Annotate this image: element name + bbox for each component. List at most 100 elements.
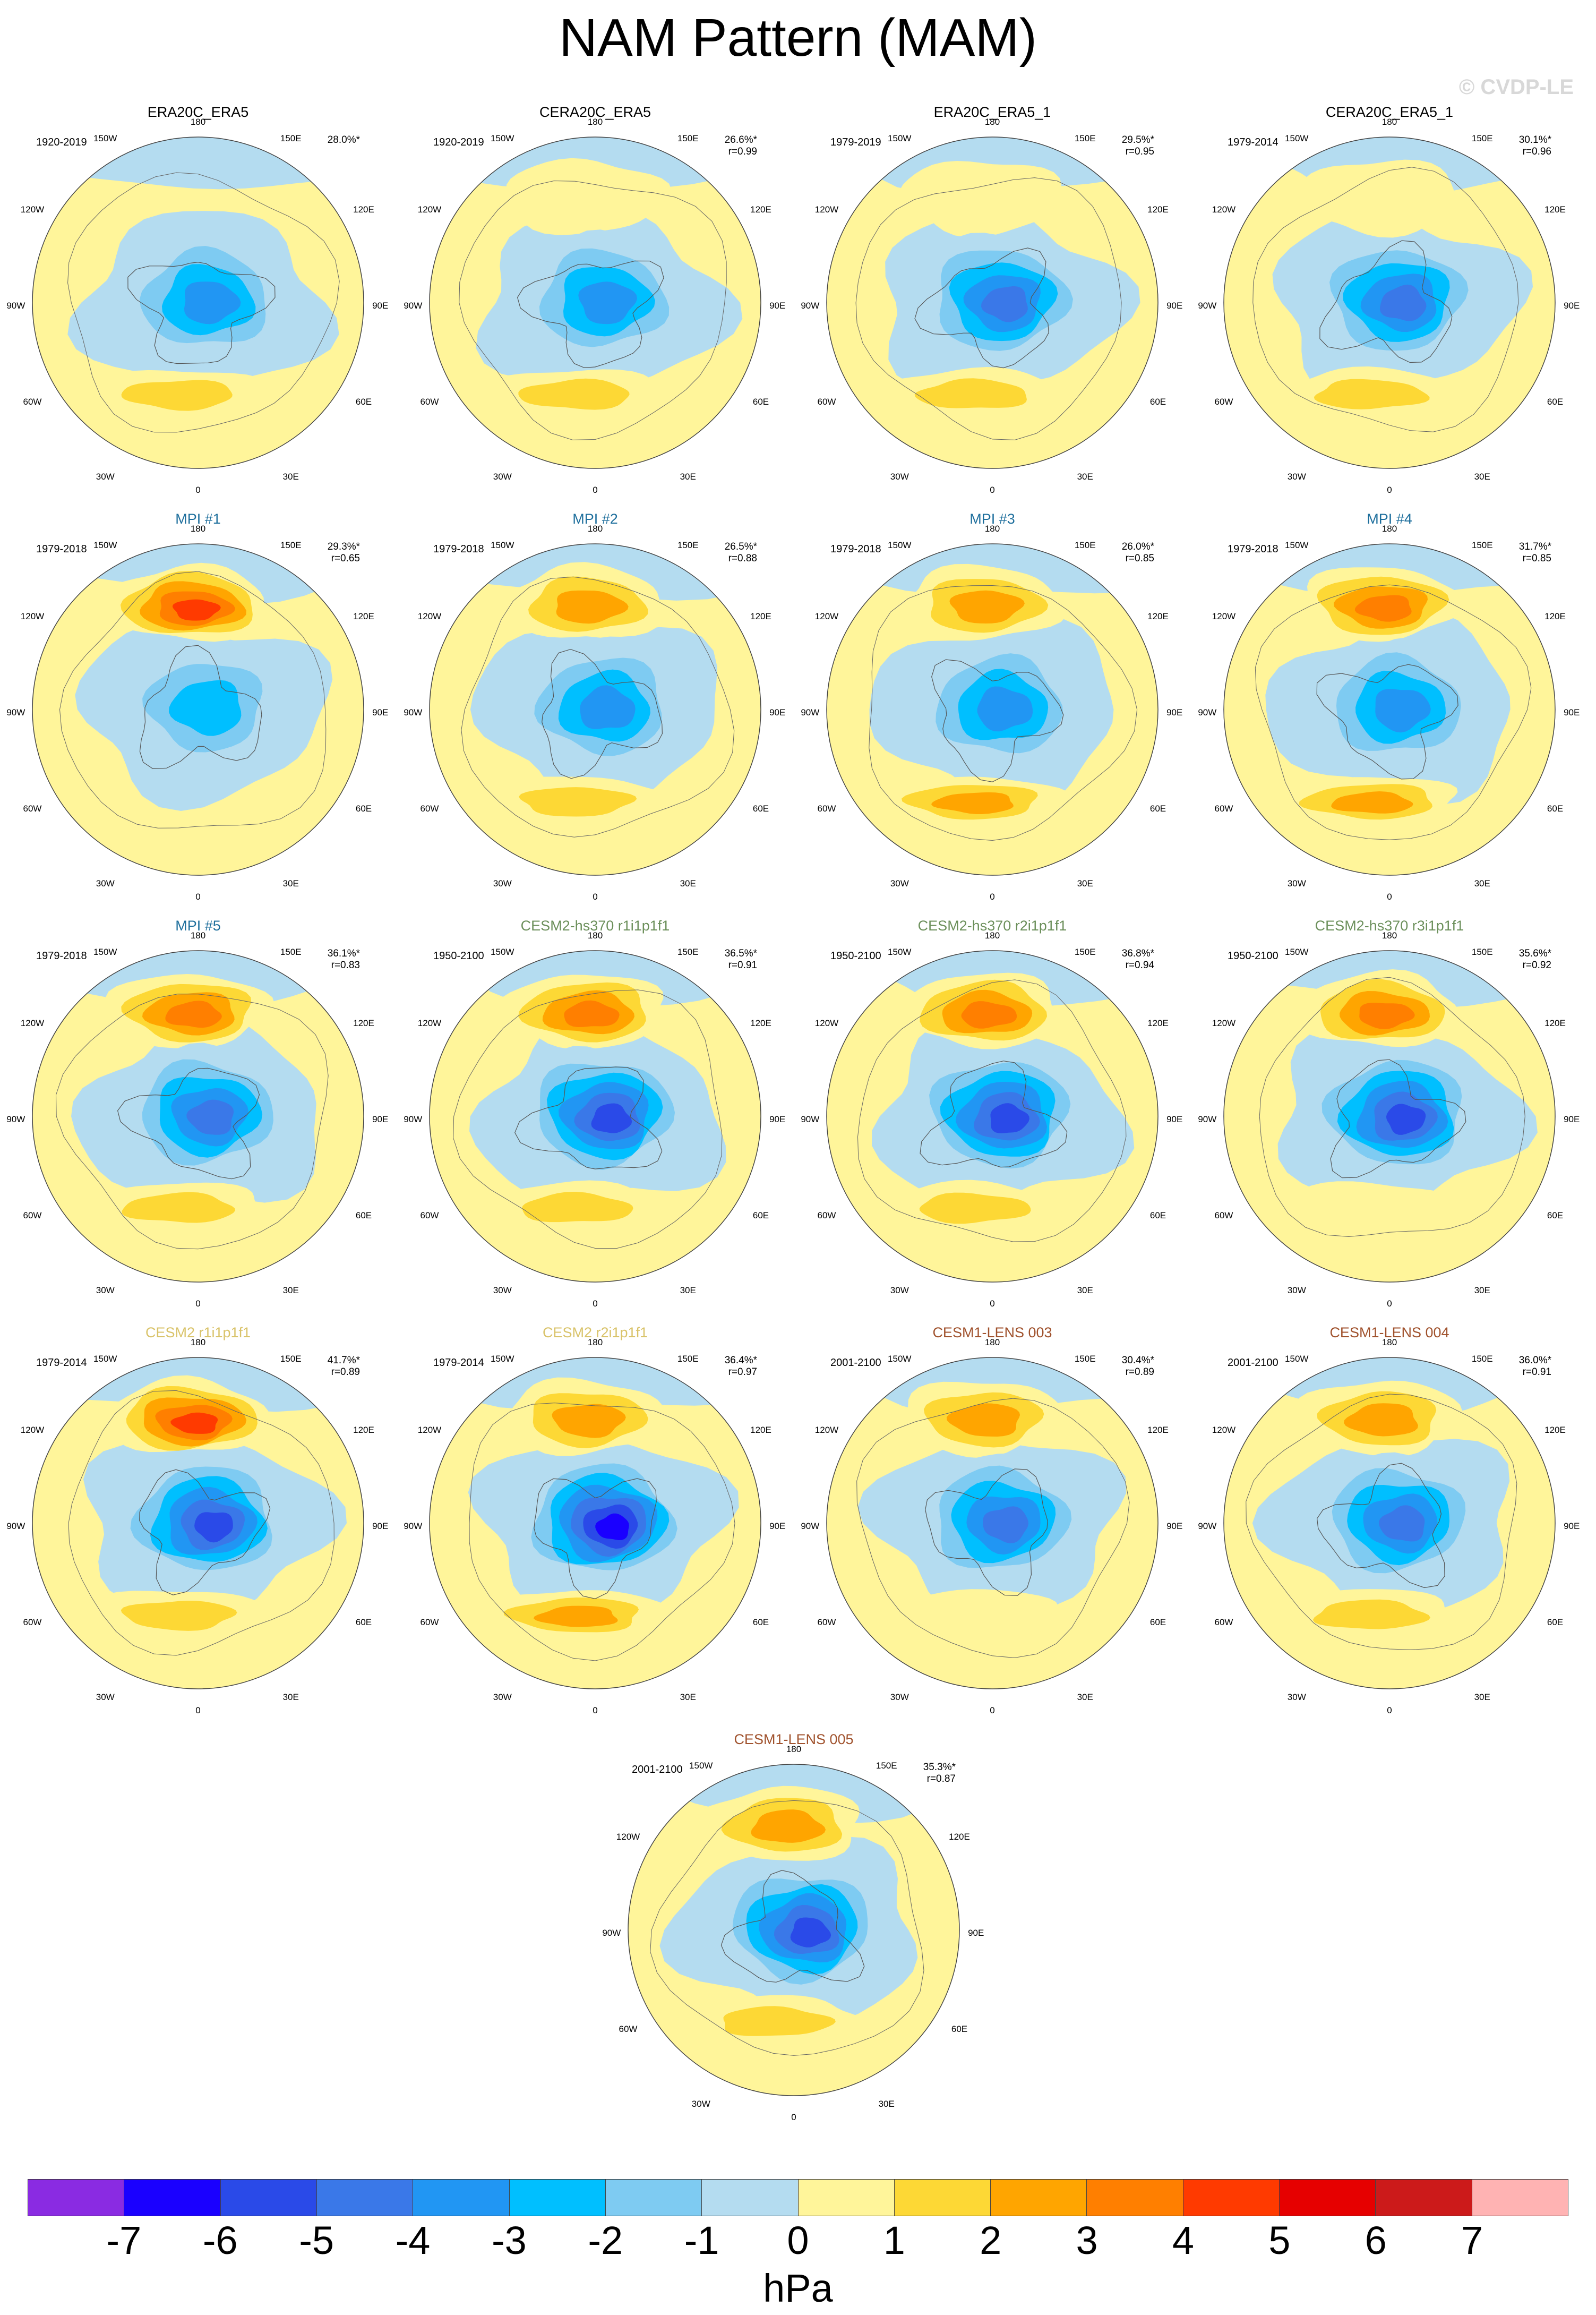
longitude-label: 60W — [23, 1210, 42, 1221]
polar-map — [826, 1357, 1159, 1689]
coastline — [534, 1478, 657, 1600]
longitude-label: 150W — [689, 1761, 713, 1771]
explained-variance: 36.0%* — [1518, 1355, 1551, 1366]
longitude-label: 180 — [587, 523, 603, 534]
longitude-label: 120E — [353, 1018, 374, 1029]
panel-stats: 26.0%* r=0.85 — [1122, 541, 1154, 565]
polar-map — [429, 950, 761, 1283]
longitude-label: 150W — [888, 947, 912, 958]
explained-variance: 35.3%* — [923, 1762, 956, 1773]
longitude-label: 150E — [677, 1354, 699, 1364]
longitude-label: 30W — [890, 1285, 909, 1295]
longitude-label: 30E — [282, 471, 299, 482]
coastline — [453, 989, 723, 1249]
panel-title: CERA20C_ERA5_1 — [1325, 104, 1454, 120]
longitude-label: 120E — [750, 1018, 771, 1029]
polar-map — [32, 1357, 364, 1689]
negative-anomaly-region — [1224, 951, 1555, 1009]
longitude-label: 120W — [1212, 204, 1236, 215]
longitude-label: 90E — [372, 707, 389, 718]
polar-low-contour — [194, 1512, 233, 1543]
longitude-label: 180 — [190, 1337, 206, 1347]
atlantic-high-contour — [1314, 379, 1430, 409]
atlantic-high-contour — [723, 2006, 836, 2036]
longitude-label: 120E — [1147, 204, 1169, 215]
coastline — [1316, 664, 1458, 780]
polar-map — [429, 136, 761, 469]
watermark: © CVDP-LE — [1458, 75, 1574, 99]
polar-low-contour — [790, 1917, 831, 1947]
map-boundary — [429, 1357, 761, 1689]
atlantic-high-contour — [1312, 1599, 1431, 1629]
pattern-correlation: r=0.83 — [331, 960, 360, 971]
coastline — [68, 1390, 334, 1656]
longitude-label: 120E — [1147, 1425, 1169, 1436]
longitude-label: 0 — [195, 891, 201, 902]
colorbar-swatch — [220, 2180, 317, 2216]
longitude-label: 120W — [20, 204, 45, 215]
map-panel: MPI #2 1979-2018 26.5%* r=0.88 180 150W 150E 12… — [404, 510, 785, 914]
longitude-label: 0 — [195, 1705, 201, 1715]
longitude-label: 0 — [791, 2112, 796, 2122]
longitude-label: 30E — [1474, 878, 1490, 889]
explained-variance: 30.1%* — [1518, 134, 1551, 146]
longitude-label: 60W — [817, 1210, 836, 1221]
panel-title: ERA20C_ERA5_1 — [933, 104, 1051, 120]
panel-period: 1979-2014 — [1228, 136, 1278, 148]
longitude-label: 150W — [491, 947, 514, 958]
panel-title: MPI #5 — [175, 918, 221, 934]
longitude-label: 120W — [20, 1018, 45, 1029]
explained-variance: 41.7%* — [327, 1355, 360, 1366]
panel-period: 1979-2018 — [433, 543, 484, 555]
longitude-label: 60E — [1149, 1617, 1166, 1628]
longitude-label: 150W — [1285, 540, 1309, 551]
atlantic-high-contour — [519, 787, 637, 817]
coastline — [1252, 167, 1519, 432]
coastline — [1255, 584, 1532, 840]
longitude-label: 150W — [888, 1354, 912, 1364]
longitude-label: 150E — [280, 540, 302, 551]
longitude-label: 180 — [1382, 1337, 1397, 1347]
map-boundary — [826, 950, 1159, 1283]
explained-variance: 35.6%* — [1518, 948, 1551, 959]
atlantic-high-contour — [122, 1192, 236, 1223]
longitude-label: 150W — [1285, 133, 1309, 144]
panel-title: CESM2-hs370 r1i1p1f1 — [520, 918, 670, 934]
longitude-label: 30E — [1474, 1692, 1490, 1702]
longitude-label: 90W — [801, 301, 820, 311]
map-panel: CESM2 r1i1p1f1 1979-2014 41.7%* r=0.89 180 15… — [6, 1324, 388, 1728]
map-panel: CERA20C_ERA5_1 1979-2014 30.1%* r=0.96 180 15… — [1198, 104, 1580, 507]
longitude-label: 30W — [96, 878, 115, 889]
longitude-label: 0 — [1387, 1705, 1392, 1715]
pacific-high-contour — [165, 1001, 222, 1028]
longitude-label: 120E — [353, 1425, 374, 1436]
map-boundary — [32, 1357, 364, 1689]
coastline — [459, 180, 727, 440]
panel-stats: 35.6%* r=0.92 — [1519, 948, 1551, 971]
map-boundary — [1223, 543, 1556, 876]
longitude-label: 150E — [1074, 947, 1096, 958]
polar-map — [826, 543, 1159, 876]
longitude-label: 120E — [1147, 1018, 1169, 1029]
panel-title: CERA20C_ERA5 — [539, 104, 651, 120]
longitude-label: 60E — [1547, 804, 1564, 814]
longitude-label: 30W — [96, 471, 115, 482]
longitude-label: 30W — [493, 471, 512, 482]
panel-title: ERA20C_ERA5 — [147, 104, 249, 120]
coastline — [514, 1066, 663, 1169]
panel-title: CESM1-LENS 003 — [932, 1325, 1052, 1340]
coastline — [857, 979, 1127, 1242]
panel-stats: 36.5%* r=0.91 — [725, 948, 757, 971]
longitude-label: 60E — [1149, 1210, 1166, 1221]
coastline — [1330, 1059, 1466, 1178]
longitude-label: 120W — [814, 204, 839, 215]
longitude-label: 150W — [93, 947, 117, 958]
longitude-label: 30E — [1077, 471, 1093, 482]
pacific-high-contour — [949, 590, 1025, 623]
map-panel: CESM2-hs370 r1i1p1f1 1950-2100 36.5%* r=0.9… — [404, 917, 785, 1321]
colorbar-swatch — [509, 2180, 606, 2216]
longitude-label: 120W — [814, 1425, 839, 1436]
coastline — [914, 247, 1049, 369]
longitude-label: 120W — [417, 204, 442, 215]
polar-map — [628, 1764, 960, 2096]
